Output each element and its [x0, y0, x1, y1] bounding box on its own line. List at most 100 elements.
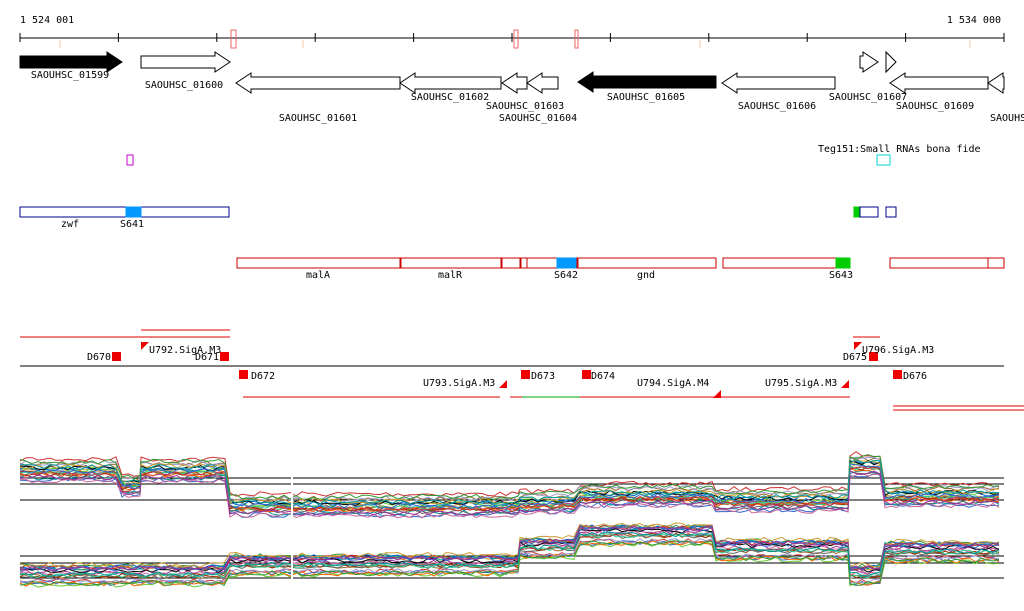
ruler-marker	[574, 29, 579, 49]
gene-label: SAOUHSC_01609	[896, 101, 974, 112]
gene-arrow	[235, 72, 401, 94]
expression-profile	[19, 466, 1000, 512]
expression-profile	[19, 466, 1000, 512]
expression-profile	[20, 523, 1000, 570]
feature-box	[835, 257, 851, 269]
feature-box	[987, 257, 1005, 269]
expression-profile	[19, 525, 1000, 572]
feature-label: S642	[554, 270, 578, 281]
expression-profile	[19, 525, 1000, 572]
gene-arrow	[889, 72, 989, 94]
expression-profile	[19, 531, 1000, 578]
feature-box	[520, 257, 528, 269]
feature-label: S643	[829, 270, 853, 281]
expression-profile	[19, 456, 1000, 502]
feature-label: malR	[438, 270, 463, 281]
tss-label: U792.SigA.M3	[149, 345, 221, 356]
feature-box	[125, 206, 142, 218]
feature-box	[889, 257, 989, 269]
gene-arrow	[19, 51, 123, 73]
gene-label: SAOUHSC_01607	[829, 92, 907, 103]
tss-flag	[141, 342, 149, 350]
gene-arrow	[987, 72, 1005, 94]
feature-label: S641	[120, 219, 144, 230]
gene-label: SAOUHSC_01603	[486, 101, 564, 112]
tss-marker	[239, 370, 248, 379]
expression-profile	[19, 466, 1000, 513]
gene-label: SAOUHSC_01606	[738, 101, 816, 112]
gene-arrow	[885, 50, 897, 74]
expression-profile	[19, 454, 1000, 500]
expression-profile	[19, 459, 1000, 505]
expression-profile	[19, 464, 1000, 511]
tss-marker	[582, 370, 591, 379]
expression-profile	[19, 538, 1000, 585]
gene-arrow	[140, 51, 231, 73]
feature-label: zwf	[61, 219, 79, 230]
expression-profile	[19, 537, 1000, 585]
feature-box	[400, 257, 502, 269]
feature-box	[859, 206, 879, 218]
feature-box	[885, 206, 897, 218]
gene-arrow	[577, 71, 717, 93]
tss-marker	[521, 370, 530, 379]
expression-profile	[19, 540, 1000, 587]
tss-label: D675	[843, 352, 867, 363]
expression-profile	[19, 463, 1000, 510]
gene-label: SAOUHSC_01604	[499, 113, 577, 124]
gene-label: SAOUHSC_01600	[145, 80, 223, 91]
tss-label: U796.SigA.M3	[862, 345, 934, 356]
tss-label: D670	[87, 352, 111, 363]
tss-label: U794.SigA.M4	[637, 378, 709, 389]
gene-arrow	[399, 72, 502, 94]
expression-profile	[19, 533, 1000, 580]
tss-label: D671	[195, 352, 219, 363]
tss-flag	[499, 380, 507, 388]
gene-label: SAOUHSC_01599	[31, 70, 109, 81]
ruler-end: 1 534 000	[947, 15, 1001, 26]
gene-label: SAOUHSC_0162	[990, 113, 1024, 124]
tss-marker	[112, 352, 121, 361]
ruler-start: 1 524 001	[20, 15, 74, 26]
feature-box	[501, 257, 521, 269]
tss-label: U795.SigA.M3	[765, 378, 837, 389]
gene-label: SAOUHSC_01602	[411, 92, 489, 103]
tss-marker	[220, 352, 229, 361]
tss-label: U793.SigA.M3	[423, 378, 495, 389]
tss-label: D676	[903, 371, 927, 382]
feature-box	[556, 257, 577, 269]
tss-flag	[854, 342, 862, 350]
feature-box	[853, 206, 861, 218]
ruler-marker	[230, 29, 237, 49]
gene-arrow	[501, 72, 528, 94]
feature-box	[236, 257, 401, 269]
tss-marker	[893, 370, 902, 379]
small-rna-box	[126, 154, 134, 166]
feature-box	[577, 257, 717, 269]
feature-box	[19, 206, 230, 218]
expression-profile	[19, 472, 1000, 518]
expression-profile	[19, 472, 1000, 519]
expression-profile	[19, 463, 1000, 510]
tss-marker	[869, 352, 878, 361]
small-rna-label: Teg151:Small RNAs bona fide	[818, 144, 981, 155]
expression-profile	[19, 522, 1000, 568]
feature-label: gnd	[637, 270, 655, 281]
tss-label: D673	[531, 371, 555, 382]
tss-label: D672	[251, 371, 275, 382]
gene-label: SAOUHSC_01605	[607, 92, 685, 103]
feature-label: malA	[306, 270, 330, 281]
feature-box	[526, 257, 578, 269]
expression-profile	[19, 470, 1000, 516]
gene-arrow	[721, 72, 836, 94]
tss-label: D674	[591, 371, 615, 382]
gene-arrow	[859, 51, 879, 73]
gene-arrow	[526, 72, 559, 94]
small-rna-box	[876, 154, 891, 166]
tss-flag	[841, 380, 849, 388]
ruler-marker	[513, 29, 519, 49]
gene-label: SAOUHSC_01601	[279, 113, 357, 124]
feature-box	[722, 257, 851, 269]
tss-flag	[713, 390, 721, 398]
